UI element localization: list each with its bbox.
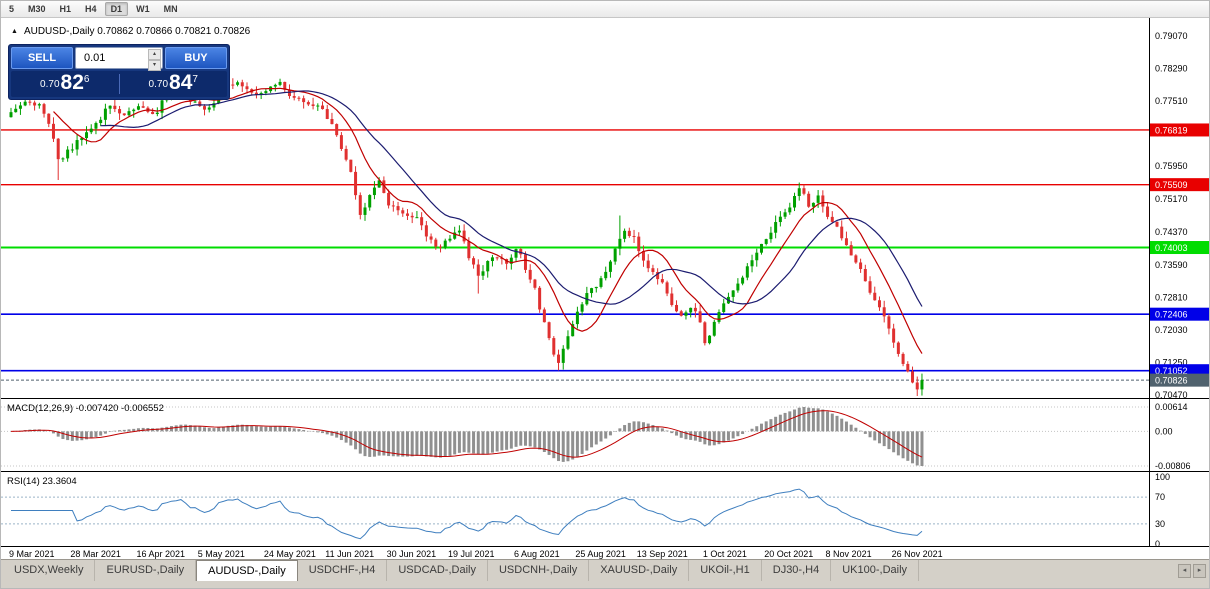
trade-panel-divider <box>118 74 120 94</box>
one-click-trading-panel: SELL 0.01 ▴ ▾ BUY 0.70 82 6 0.70 84 7 <box>8 44 230 100</box>
tab-scroll-buttons: ◂ ▸ <box>1178 564 1206 578</box>
buy-price-pip: 7 <box>192 74 198 86</box>
buy-button[interactable]: BUY <box>165 47 227 69</box>
timeframe-button-d1[interactable]: D1 <box>104 2 129 16</box>
collapse-trade-panel-icon[interactable]: ▲ <box>11 28 18 35</box>
svg-text:11 Jun 2021: 11 Jun 2021 <box>325 549 374 559</box>
volume-down-icon[interactable]: ▾ <box>148 60 161 71</box>
tab-eurusd-daily[interactable]: EURUSD-,Daily <box>95 560 197 581</box>
chart-tabs: USDX,Weekly EURUSD-,Daily AUDUSD-,Daily USD… <box>1 560 1209 581</box>
timeframe-button-w1[interactable]: W1 <box>136 4 150 14</box>
svg-text:20 Oct 2021: 20 Oct 2021 <box>764 549 813 559</box>
sell-price[interactable]: 0.70 82 6 <box>11 71 119 95</box>
timeframe-button-h4[interactable]: H4 <box>85 4 97 14</box>
svg-text:0: 0 <box>1155 539 1160 549</box>
timeframe-button-m30[interactable]: M30 <box>28 4 46 14</box>
svg-text:0.71250: 0.71250 <box>1155 357 1188 367</box>
tab-scroll-right-icon[interactable]: ▸ <box>1193 564 1206 578</box>
svg-text:13 Sep 2021: 13 Sep 2021 <box>637 549 688 559</box>
tab-usdchf-h4[interactable]: USDCHF-,H4 <box>298 560 388 581</box>
sell-button[interactable]: SELL <box>11 47 73 69</box>
tab-usdx-weekly[interactable]: USDX,Weekly <box>3 560 96 581</box>
svg-text:70: 70 <box>1155 492 1165 502</box>
svg-text:25 Aug 2021: 25 Aug 2021 <box>575 549 626 559</box>
svg-text:26 Nov 2021: 26 Nov 2021 <box>892 549 943 559</box>
svg-text:1 Oct 2021: 1 Oct 2021 <box>703 549 747 559</box>
tab-uk100-daily[interactable]: UK100-,Daily <box>831 560 920 581</box>
svg-text:0.71052: 0.71052 <box>1155 366 1188 376</box>
sell-price-pip: 6 <box>83 74 90 86</box>
rsi-panel: 100 70 30 0 <box>1 472 1170 549</box>
tab-audusd-daily[interactable]: AUDUSD-,Daily <box>196 560 298 581</box>
svg-text:24 May 2021: 24 May 2021 <box>264 549 316 559</box>
timeframe-toolbar: 5 M30 H1 H4 D1 W1 MN <box>1 1 1209 18</box>
sell-price-prefix: 0.70 <box>40 78 60 90</box>
svg-text:0.74003: 0.74003 <box>1155 243 1188 253</box>
timeframe-button-h1[interactable]: H1 <box>59 4 72 14</box>
price-axis-badges: 0.76819 0.75509 0.74003 0.72406 0.710520.708… <box>1150 123 1209 387</box>
svg-text:19 Jul 2021: 19 Jul 2021 <box>448 549 495 559</box>
svg-text:0.70826: 0.70826 <box>1155 376 1188 386</box>
tab-usdcnh-daily[interactable]: USDCNH-,Daily <box>488 560 590 581</box>
volume-up-icon[interactable]: ▴ <box>148 49 161 60</box>
rsi-indicator-label: RSI(14) 23.3604 <box>7 476 77 487</box>
chart-area: 0.00614 0.00 -0.00806 100 70 30 0 0.79070 0.7829… <box>1 18 1210 561</box>
svg-text:0.79070: 0.79070 <box>1155 31 1188 41</box>
svg-text:0.75950: 0.75950 <box>1155 161 1188 171</box>
svg-text:30 Jun 2021: 30 Jun 2021 <box>387 549 437 559</box>
buy-price-prefix: 0.70 <box>148 78 169 90</box>
svg-text:9 Mar 2021: 9 Mar 2021 <box>9 549 55 559</box>
tab-usdcad-daily[interactable]: USDCAD-,Daily <box>387 560 488 581</box>
volume-input[interactable]: 0.01 ▴ ▾ <box>75 47 163 71</box>
volume-value: 0.01 <box>84 52 106 64</box>
tab-dj30-h4[interactable]: DJ30-,H4 <box>762 560 832 581</box>
svg-text:-0.00806: -0.00806 <box>1155 461 1191 471</box>
sell-price-big: 82 <box>60 71 84 95</box>
svg-text:30: 30 <box>1155 519 1165 529</box>
chart-background <box>1 18 1209 561</box>
svg-text:0.77510: 0.77510 <box>1155 96 1188 106</box>
svg-text:0.78290: 0.78290 <box>1155 64 1188 74</box>
tab-scroll-left-icon[interactable]: ◂ <box>1178 564 1191 578</box>
panel-separators <box>1 18 1209 547</box>
chart-tabs-bar: USDX,Weekly EURUSD-,Daily AUDUSD-,Daily USD… <box>1 559 1209 588</box>
svg-text:0.72030: 0.72030 <box>1155 325 1188 335</box>
svg-text:0.75509: 0.75509 <box>1155 180 1188 190</box>
svg-text:0.00614: 0.00614 <box>1155 402 1188 412</box>
svg-text:100: 100 <box>1155 472 1170 482</box>
svg-text:0.72810: 0.72810 <box>1155 292 1188 302</box>
chart-title-text: AUDUSD-,Daily 0.70862 0.70866 0.70821 0.… <box>23 26 251 37</box>
svg-text:5 May 2021: 5 May 2021 <box>198 549 245 559</box>
tab-ukoil-h1[interactable]: UKOil-,H1 <box>689 560 762 581</box>
svg-text:8 Nov 2021: 8 Nov 2021 <box>826 549 872 559</box>
timeframe-button-5[interactable]: 5 <box>9 4 15 14</box>
svg-text:0.76819: 0.76819 <box>1155 125 1188 135</box>
buy-price-big: 84 <box>169 71 193 95</box>
svg-text:0.74370: 0.74370 <box>1155 227 1188 237</box>
macd-panel: 0.00614 0.00 -0.00806 <box>1 402 1191 471</box>
candles <box>9 78 924 396</box>
svg-text:0.72406: 0.72406 <box>1155 310 1188 320</box>
svg-text:16 Apr 2021: 16 Apr 2021 <box>136 549 185 559</box>
trade-panel-controls: SELL 0.01 ▴ ▾ BUY <box>11 47 227 71</box>
svg-text:6 Aug 2021: 6 Aug 2021 <box>514 549 560 559</box>
macd-indicator-label: MACD(12,26,9) -0.007420 -0.006552 <box>7 403 164 414</box>
volume-stepper[interactable]: ▴ ▾ <box>148 49 161 71</box>
svg-text:0.00: 0.00 <box>1155 426 1173 436</box>
svg-text:28 Mar 2021: 28 Mar 2021 <box>70 549 121 559</box>
svg-text:0.75170: 0.75170 <box>1155 194 1188 204</box>
chart-title: ▲ AUDUSD-,Daily 0.70862 0.70866 0.70821 … <box>11 26 250 37</box>
date-axis: 9 Mar 2021 28 Mar 2021 16 Apr 2021 5 May 20… <box>9 549 943 559</box>
trade-panel-prices: 0.70 82 6 0.70 84 7 <box>11 71 227 97</box>
timeframe-button-mn[interactable]: MN <box>163 4 178 14</box>
buy-price[interactable]: 0.70 84 7 <box>120 71 228 95</box>
tab-xauusd-daily[interactable]: XAUUSD-,Daily <box>589 560 690 581</box>
price-level-lines <box>1 129 1149 381</box>
svg-text:0.70470: 0.70470 <box>1155 390 1188 400</box>
svg-text:0.73590: 0.73590 <box>1155 260 1188 270</box>
